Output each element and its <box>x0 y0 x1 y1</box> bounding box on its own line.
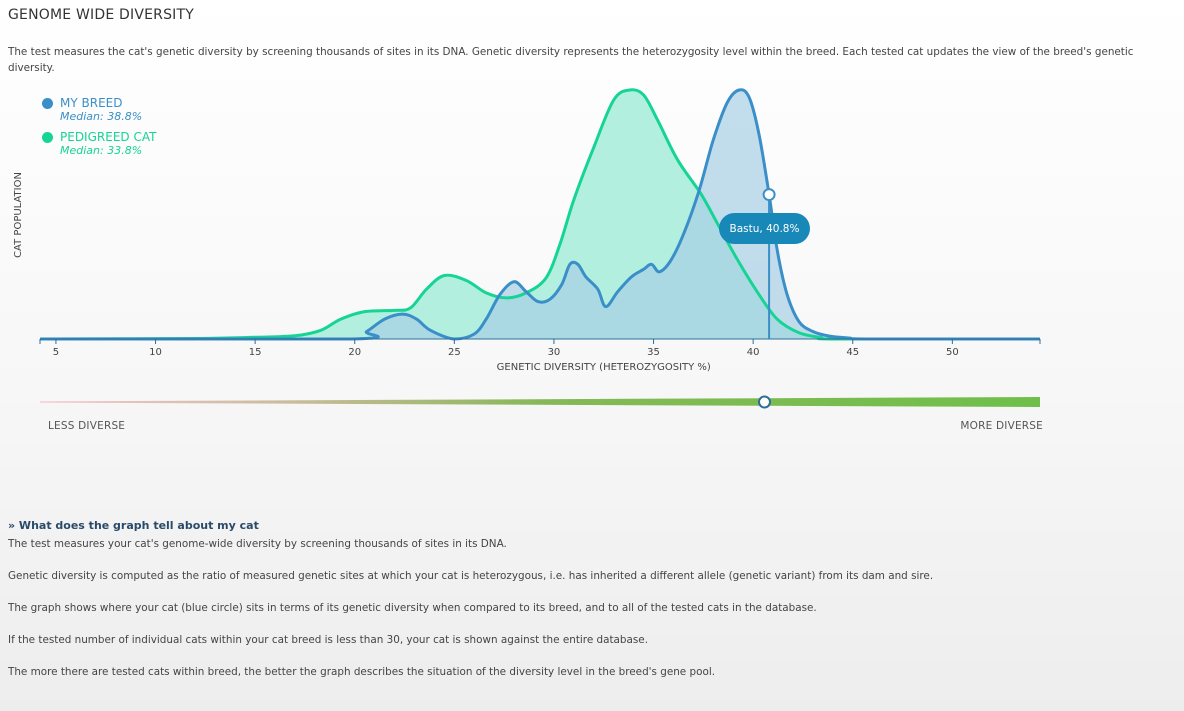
more-diverse-label: MORE DIVERSE <box>960 420 1043 432</box>
diversity-scale-bar <box>40 397 1040 407</box>
intro-text: The test measures the cat's genetic dive… <box>8 46 1134 74</box>
x-ticks: 5 10 15 20 25 30 35 40 45 50 <box>39 339 1041 358</box>
page-title: GENOME WIDE DIVERSITY <box>8 7 194 23</box>
y-axis-title: CAT POPULATION <box>13 172 24 258</box>
x-tick-label: 5 <box>53 347 59 358</box>
legend: MY BREED Median: 38.8% PEDIGREED CAT Med… <box>42 96 156 164</box>
x-tick-label: 40 <box>747 347 760 358</box>
info-heading[interactable]: » What does the graph tell about my cat <box>8 519 259 532</box>
cat-marker-dot[interactable] <box>762 188 776 202</box>
legend-item-my-breed[interactable]: MY BREED Median: 38.8% <box>42 96 156 124</box>
legend-item-pedigreed[interactable]: PEDIGREED CAT Median: 33.8% <box>42 130 156 158</box>
legend-dot-my-breed <box>42 98 53 109</box>
diversity-scale-dot[interactable] <box>758 395 771 409</box>
cat-tooltip: Bastu, 40.8% <box>719 213 810 244</box>
legend-label-my-breed: MY BREED <box>60 96 123 110</box>
diversity-chart: 5 10 15 20 25 30 35 40 45 50 GENETIC DIVERSITY (H… <box>13 88 1041 409</box>
area-pedigreed <box>40 89 1040 340</box>
legend-dot-pedigreed <box>42 132 53 143</box>
info-paragraph: The more there are tested cats within br… <box>8 666 716 678</box>
legend-label-pedigreed: PEDIGREED CAT <box>60 130 157 144</box>
legend-median-pedigreed: Median: 33.8% <box>60 144 143 157</box>
less-diverse-label: LESS DIVERSE <box>48 420 126 432</box>
info-paragraph: If the tested number of individual cats … <box>8 634 648 646</box>
line-pedigreed <box>39 88 1040 341</box>
x-tick-label: 50 <box>946 347 959 358</box>
x-tick-label: 25 <box>448 347 461 358</box>
info-paragraph: Genetic diversity is computed as the rat… <box>8 570 934 582</box>
x-tick-label: 20 <box>348 347 361 358</box>
legend-median-my-breed: Median: 38.8% <box>60 110 143 123</box>
x-tick-label: 10 <box>149 347 162 358</box>
x-tick-label: 35 <box>647 347 660 358</box>
info-section: » What does the graph tell about my cat … <box>8 519 1168 696</box>
info-paragraph: The graph shows where your cat (blue cir… <box>8 602 817 614</box>
x-tick-label: 30 <box>548 347 561 358</box>
line-my-breed <box>40 88 1040 341</box>
x-tick-label: 45 <box>846 347 859 358</box>
x-tick-label: 15 <box>249 347 262 358</box>
info-paragraph: The test measures your cat's genome-wide… <box>8 538 507 550</box>
x-axis-title: GENETIC DIVERSITY (HETEROZYGOSITY %) <box>497 362 711 373</box>
